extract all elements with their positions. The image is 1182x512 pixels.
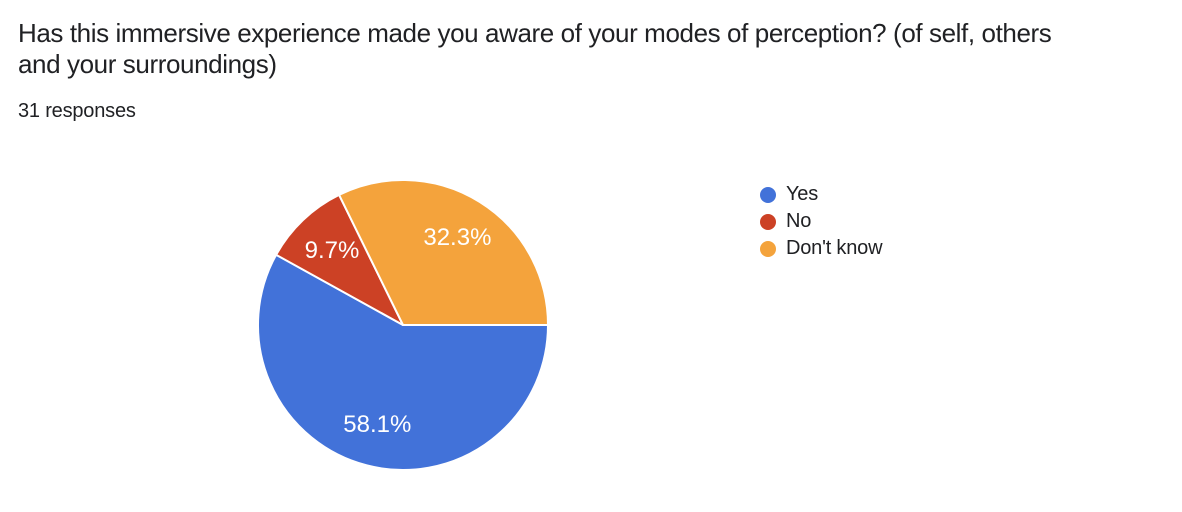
legend-item-yes: Yes: [760, 181, 882, 208]
legend-item-no: No: [760, 208, 882, 235]
legend-dot-yes: [760, 186, 776, 203]
pie-slice-yes: [257, 253, 549, 471]
legend-label-dont-know: Don't know: [786, 237, 883, 259]
pie-label-yes: 58.1%: [343, 411, 411, 438]
chart-legend: Yes No Don't know: [760, 181, 883, 262]
question-title: Has this immersive experience made you a…: [18, 18, 1052, 80]
responses-count: 31 responses: [18, 100, 136, 122]
legend-dot-no: [760, 213, 776, 230]
pie-svg: 58.1% 9.7% 32.3%: [257, 179, 549, 471]
legend-dot-dont-know: [760, 240, 776, 257]
question-title-line1: Has this immersive experience made you a…: [18, 18, 1052, 48]
legend-item-dont-know: Don't know: [760, 235, 883, 262]
pie-chart: 58.1% 9.7% 32.3%: [243, 165, 563, 485]
pie-label-don-t-know: 32.3%: [423, 224, 491, 251]
pie-slice-don-t-know: [338, 179, 549, 326]
legend-label-no: No: [786, 210, 812, 232]
pie-label-no: 9.7%: [305, 237, 360, 264]
question-title-line2: and your surroundings): [18, 49, 277, 79]
pie-slice-no: [275, 193, 404, 326]
legend-label-yes: Yes: [786, 183, 819, 205]
